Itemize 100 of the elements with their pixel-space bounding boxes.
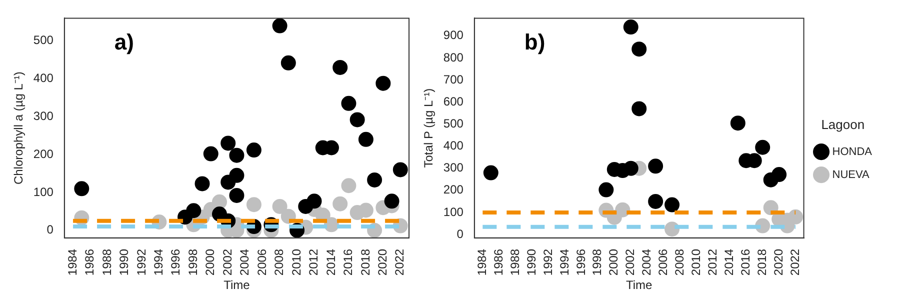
point — [598, 182, 614, 198]
y-tick-label: 300 — [33, 109, 54, 123]
point — [358, 202, 374, 218]
x-tick-label: 1990 — [117, 248, 132, 276]
x-tick-label: 2018 — [358, 248, 372, 276]
point — [272, 18, 288, 34]
x-axis-title: Time — [224, 278, 250, 292]
x-tick-label: 1994 — [557, 248, 572, 276]
point — [376, 76, 391, 91]
y-tick-label: 300 — [443, 160, 464, 175]
point — [194, 176, 210, 192]
x-tick-label: 2020 — [771, 248, 786, 276]
point — [772, 167, 787, 182]
x-tick-label: 2004 — [238, 248, 252, 276]
point — [350, 112, 365, 128]
point — [483, 165, 498, 180]
x-tick-label: 2022 — [788, 248, 802, 276]
x-tick-label: 2008 — [272, 248, 286, 276]
x-tick-label: 1992 — [134, 248, 148, 276]
y-tick-label: 500 — [443, 116, 464, 130]
x-tick-label: 2004 — [640, 248, 654, 276]
point — [212, 194, 227, 210]
x-tick-label: 2006 — [254, 248, 269, 276]
x-tick-label: 1986 — [491, 248, 506, 276]
x-tick-label: 2002 — [220, 248, 234, 276]
point — [246, 142, 262, 158]
point — [341, 96, 356, 111]
x-tick-label: 2000 — [203, 248, 218, 276]
point — [648, 194, 664, 209]
y-tick-label: 400 — [443, 138, 464, 153]
x-tick-label: 2008 — [672, 248, 687, 276]
point — [186, 203, 202, 218]
x-tick-label: 1986 — [82, 248, 97, 276]
y-tick-label: 400 — [33, 71, 54, 86]
point — [280, 55, 296, 70]
point — [341, 178, 356, 194]
point — [384, 194, 400, 209]
x-tick-label: 1984 — [474, 248, 489, 276]
legend-title: Lagoon — [821, 116, 865, 132]
x-tick-label: 1992 — [540, 248, 555, 276]
point — [306, 194, 322, 209]
point — [664, 197, 680, 212]
y-tick-label: 900 — [443, 28, 464, 42]
x-tick-label: 2012 — [306, 248, 321, 276]
x-tick-label: 2012 — [706, 248, 720, 276]
x-tick-label: 2002 — [623, 248, 638, 276]
x-axis-title: Time — [626, 278, 653, 292]
y-tick-label: 0 — [456, 226, 464, 241]
point — [272, 198, 288, 214]
x-tick-label: 2016 — [341, 248, 356, 276]
point — [229, 168, 244, 183]
x-tick-label: 2010 — [289, 248, 304, 276]
x-tick-label: 2022 — [392, 248, 407, 276]
x-tick-label: 1984 — [65, 248, 80, 276]
point — [632, 42, 647, 57]
point — [615, 202, 630, 218]
x-tick-label: 2014 — [324, 248, 338, 276]
x-tick-label: 1996 — [168, 248, 183, 276]
x-tick-label: 1988 — [100, 248, 114, 276]
y-tick-label: 600 — [443, 94, 464, 108]
x-tick-label: 1998 — [186, 248, 200, 276]
point — [332, 60, 348, 75]
point — [623, 20, 638, 35]
y-tick-label: 200 — [443, 182, 464, 197]
point — [648, 158, 664, 174]
y-axis-title: Total P (µg L⁻¹) — [422, 88, 436, 168]
point — [788, 209, 804, 224]
point — [623, 160, 638, 176]
point — [229, 148, 244, 163]
annotation: a) — [114, 29, 134, 54]
x-tick-label: 1988 — [508, 248, 522, 276]
y-tick-label: 100 — [443, 204, 464, 219]
point — [246, 197, 262, 212]
point — [332, 196, 348, 212]
point — [220, 136, 236, 151]
point — [203, 146, 218, 162]
y-tick-label: 0 — [46, 222, 54, 237]
y-tick-label: 200 — [33, 146, 54, 161]
x-tick-label: 1998 — [590, 248, 604, 276]
point — [632, 101, 647, 116]
y-tick-label: 700 — [443, 72, 464, 86]
point — [755, 140, 770, 155]
annotation: b) — [524, 29, 546, 54]
x-tick-label: 1996 — [574, 248, 588, 276]
x-tick-label: 2018 — [754, 248, 769, 276]
y-tick-label: 800 — [443, 50, 464, 64]
x-tick-label: 1990 — [524, 248, 538, 276]
legend-label: NUEVA — [832, 168, 870, 181]
point — [367, 172, 382, 188]
point — [358, 132, 374, 147]
x-tick-label: 2010 — [689, 248, 704, 276]
x-tick-label: 1994 — [151, 248, 166, 276]
x-tick-label: 2000 — [606, 248, 621, 276]
x-tick-label: 2006 — [656, 248, 670, 276]
point — [74, 181, 90, 196]
y-axis-title: Chlorophyll a (µg L⁻¹) — [12, 72, 26, 185]
x-tick-label: 2014 — [722, 248, 736, 276]
y-tick-label: 500 — [33, 33, 54, 48]
y-tick-label: 100 — [33, 184, 54, 199]
point — [229, 188, 244, 203]
